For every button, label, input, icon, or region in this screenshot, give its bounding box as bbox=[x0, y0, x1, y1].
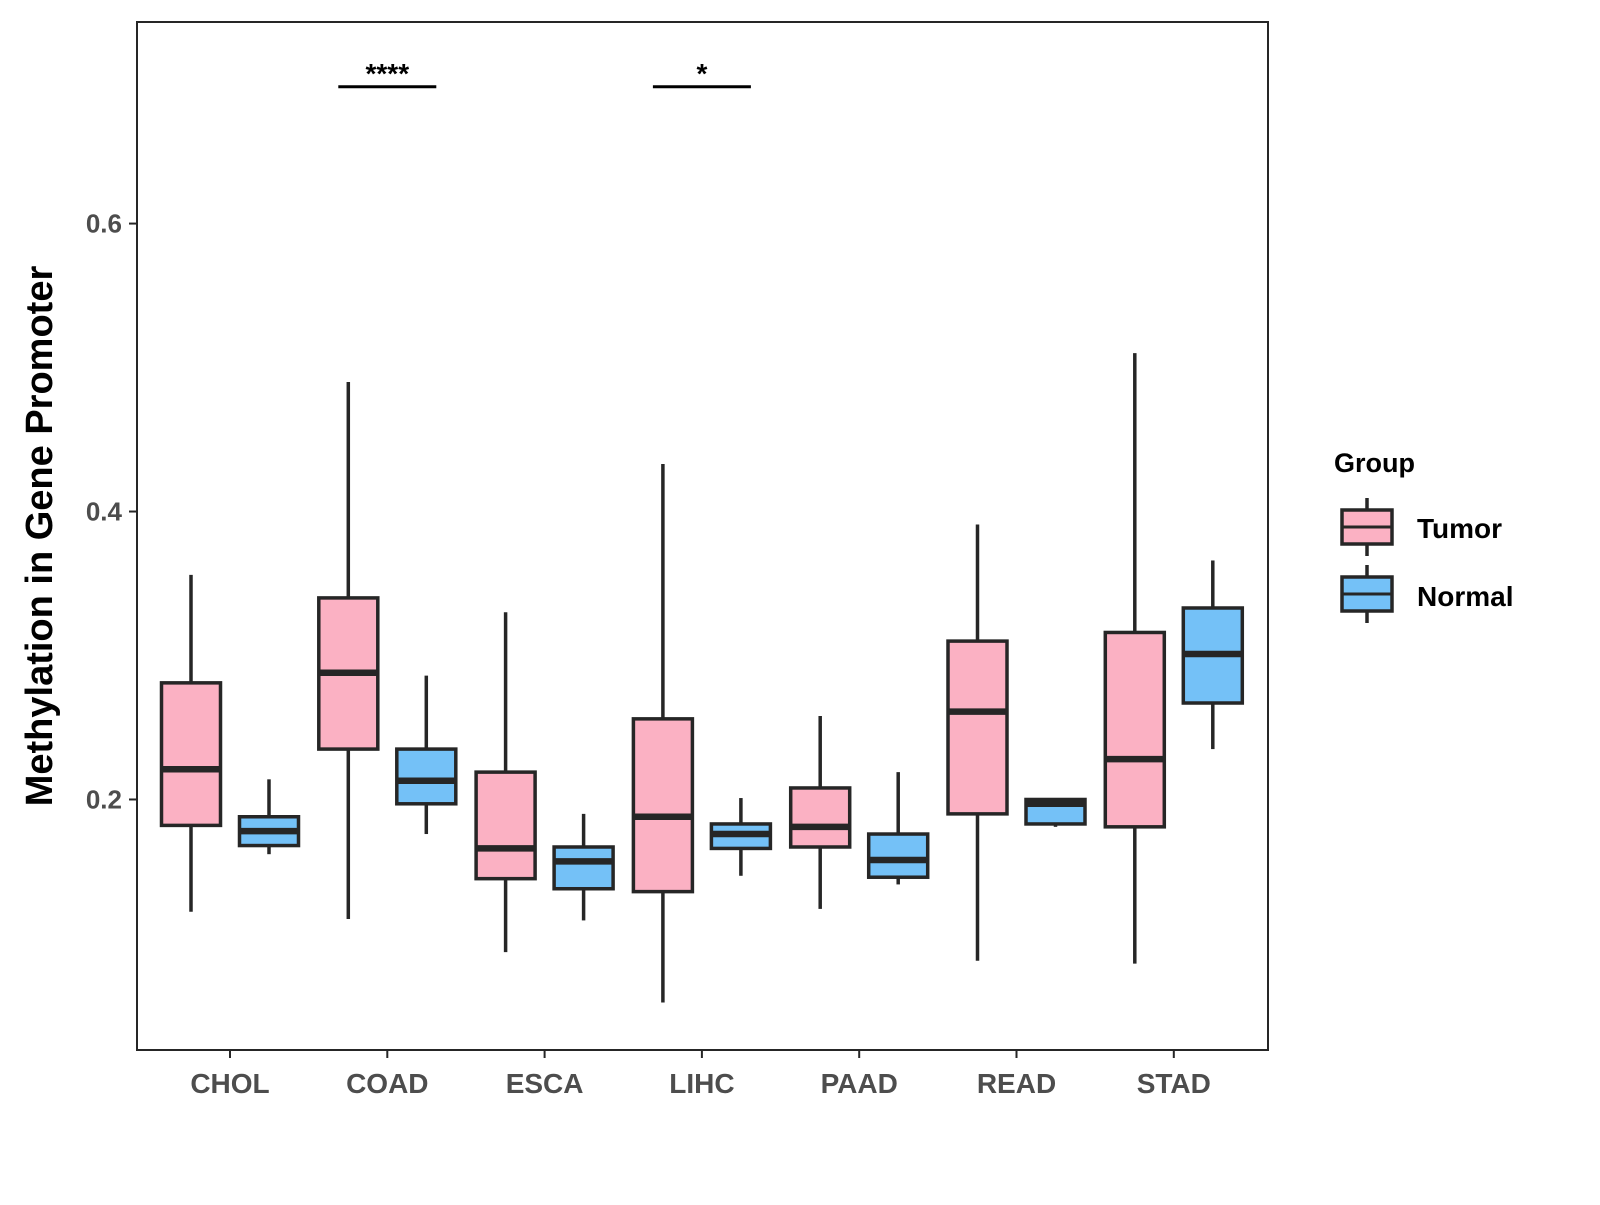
box-normal-chol bbox=[237, 779, 301, 855]
box-tumor-read bbox=[946, 524, 1009, 961]
box-normal-esca bbox=[552, 813, 615, 921]
box-normal-read bbox=[1024, 797, 1087, 827]
box-iqr bbox=[1103, 630, 1167, 829]
x-tick-label-coad: COAD bbox=[346, 1068, 428, 1099]
significance-label: **** bbox=[366, 58, 410, 89]
box-iqr bbox=[866, 832, 930, 879]
box-normal-lihc bbox=[709, 798, 773, 876]
y-axis-title: Methylation in Gene Promoter bbox=[19, 266, 61, 807]
y-tick-label: 0.2 bbox=[86, 784, 122, 814]
legend: Group Tumor Normal bbox=[1334, 448, 1513, 623]
box-tumor-chol bbox=[159, 574, 223, 912]
box-iqr bbox=[159, 681, 223, 828]
x-tick-label-paad: PAAD bbox=[821, 1068, 898, 1099]
y-tick-label: 0.4 bbox=[86, 497, 123, 527]
box-normal-coad bbox=[395, 675, 458, 835]
legend-key-tumor bbox=[1340, 498, 1394, 556]
box-iqr bbox=[631, 717, 695, 894]
legend-label-tumor: Tumor bbox=[1417, 513, 1502, 544]
box-iqr bbox=[946, 639, 1009, 816]
plot-panel bbox=[136, 21, 1269, 1051]
legend-key-normal bbox=[1340, 565, 1394, 623]
x-tick-label-stad: STAD bbox=[1137, 1068, 1211, 1099]
box-tumor-coad bbox=[317, 381, 380, 919]
box-tumor-paad bbox=[788, 715, 852, 909]
box-tumor-lihc bbox=[631, 464, 695, 1003]
box-normal-stad bbox=[1181, 560, 1245, 750]
legend-title: Group bbox=[1334, 448, 1415, 478]
significance-label: * bbox=[696, 58, 707, 89]
legend-label-normal: Normal bbox=[1417, 581, 1513, 612]
y-tick-label: 0.6 bbox=[86, 209, 122, 239]
box-iqr bbox=[552, 845, 615, 891]
box-iqr bbox=[474, 770, 537, 881]
box-tumor-esca bbox=[474, 612, 537, 953]
x-tick-label-read: READ bbox=[977, 1068, 1056, 1099]
box-tumor-stad bbox=[1103, 353, 1167, 964]
box-normal-paad bbox=[866, 772, 930, 885]
x-tick-label-chol: CHOL bbox=[190, 1068, 269, 1099]
x-tick-label-lihc: LIHC bbox=[669, 1068, 734, 1099]
box-iqr bbox=[395, 747, 458, 806]
box-iqr bbox=[788, 786, 852, 849]
x-tick-label-esca: ESCA bbox=[506, 1068, 584, 1099]
